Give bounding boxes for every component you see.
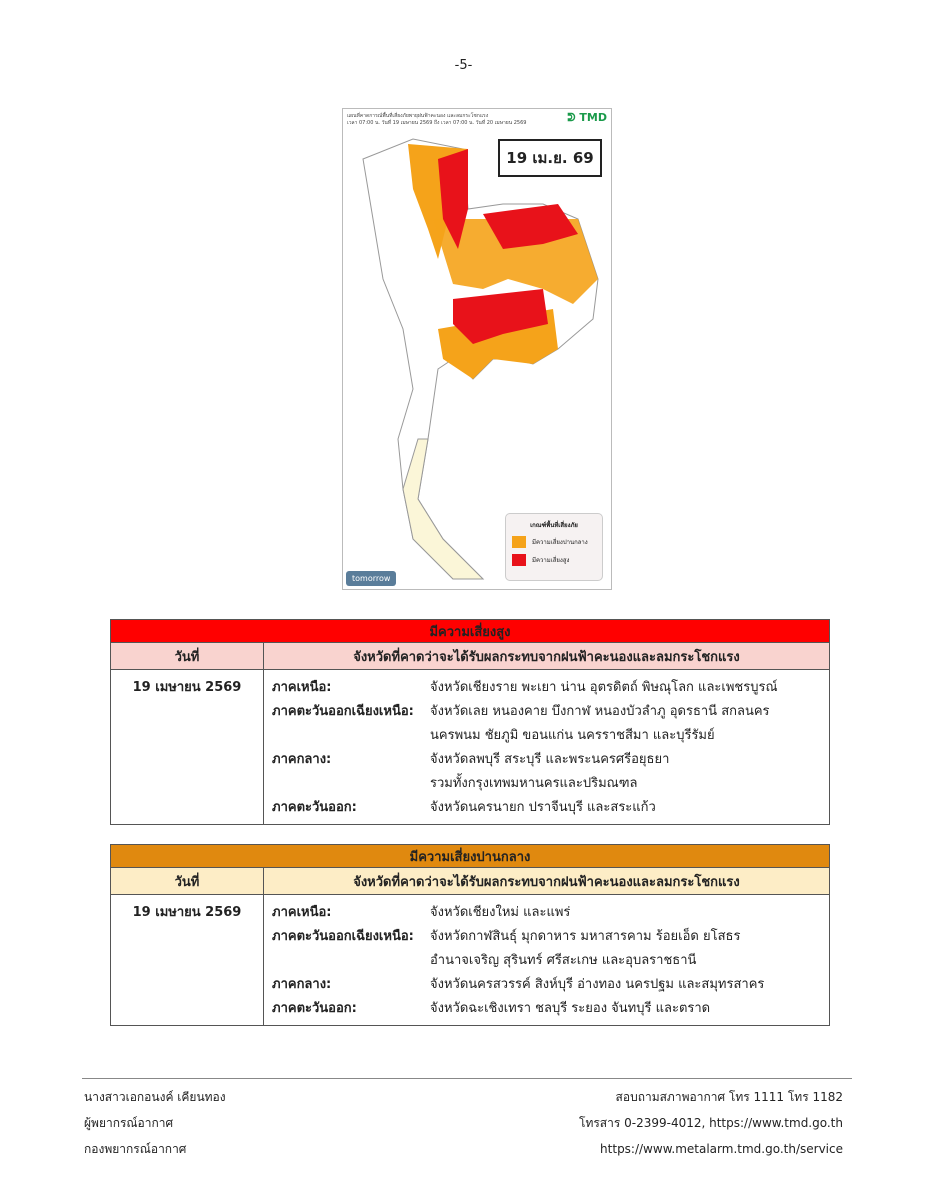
region-row: ภาคเหนือ: จังหวัดเชียงใหม่ และแพร่ bbox=[272, 905, 571, 920]
row-date: 19 เมษายน 2569 bbox=[110, 669, 264, 825]
region-row: รวมทั้งกรุงเทพมหานครและปริมณฑล bbox=[430, 776, 638, 791]
map-medium-risk-area bbox=[433, 219, 598, 304]
legend-item-medium: มีความเสี่ยงปานกลาง bbox=[512, 536, 602, 548]
region-row: ภาคตะวันออกเฉียงเหนือ: จังหวัดเลย หนองคาย… bbox=[272, 704, 770, 719]
province-list: ภาคเหนือ: จังหวัดเชียงราย พะเยา น่าน อุตร… bbox=[263, 669, 830, 825]
province-list: ภาคเหนือ: จังหวัดเชียงใหม่ และแพร่ ภาคตะว… bbox=[263, 894, 830, 1026]
map-high-risk-area bbox=[483, 204, 578, 249]
region-row: ภาคตะวันออกเฉียงเหนือ: จังหวัดกาฬสินธุ์ ม… bbox=[272, 929, 741, 944]
col-date: วันที่ bbox=[110, 642, 264, 670]
forecaster-title: ผู้พยากรณ์อากาศ bbox=[84, 1116, 174, 1130]
thailand-map-graphic bbox=[362, 138, 599, 580]
high-risk-table: มีความเสี่ยงสูง วันที่ จังหวัดที่คาดว่าจะ… bbox=[110, 619, 830, 825]
map-caption-line2: เวลา 07:00 น. วันที่ 19 เมษายน 2569 ถึง … bbox=[347, 120, 527, 126]
region-row: ภาคกลาง: จังหวัดนครสวรรค์ สิงห์บุรี อ่างท… bbox=[272, 977, 765, 992]
map-high-risk-area bbox=[453, 289, 548, 344]
footer-left: นางสาวเอกอนงค์ เคียนทอง ผู้พยากรณ์อากาศ … bbox=[84, 1084, 226, 1162]
col-provinces: จังหวัดที่คาดว่าจะได้รับผลกระทบจากฝนฟ้าค… bbox=[263, 642, 830, 670]
tomorrow-badge: tomorrow bbox=[346, 571, 397, 586]
row-date: 19 เมษายน 2569 bbox=[110, 894, 264, 1026]
col-date: วันที่ bbox=[110, 867, 264, 895]
tmd-logo: ᕲ TMD bbox=[567, 111, 607, 124]
region-row: นครพนม ชัยภูมิ ขอนแก่น นครราชสีมา และบุร… bbox=[430, 728, 715, 743]
region-row: ภาคเหนือ: จังหวัดเชียงราย พะเยา น่าน อุตร… bbox=[272, 680, 778, 695]
forecaster-name: นางสาวเอกอนงค์ เคียนทอง bbox=[84, 1090, 226, 1104]
high-risk-title: มีความเสี่ยงสูง bbox=[110, 619, 830, 643]
map-caption: แผนที่คาดการณ์พื้นที่เสี่ยงภัยพายุฝนฟ้าค… bbox=[347, 113, 547, 127]
region-row: อำนาจเจริญ สุรินทร์ ศรีสะเกษ และอุบลราชธ… bbox=[430, 953, 697, 968]
risk-map: แผนที่คาดการณ์พื้นที่เสี่ยงภัยพายุฝนฟ้าค… bbox=[342, 108, 612, 590]
footer-right: สอบถามสภาพอากาศ โทร 1111 โทร 1182 โทรสาร… bbox=[579, 1084, 843, 1162]
legend-item-high: มีความเสี่ยงสูง bbox=[512, 554, 602, 566]
contact-fax-website[interactable]: โทรสาร 0-2399-4012, https://www.tmd.go.t… bbox=[579, 1116, 843, 1130]
map-south-region bbox=[402, 438, 485, 580]
footer-divider bbox=[82, 1078, 852, 1079]
col-provinces: จังหวัดที่คาดว่าจะได้รับผลกระทบจากฝนฟ้าค… bbox=[263, 867, 830, 895]
map-caption-line1: แผนที่คาดการณ์พื้นที่เสี่ยงภัยพายุฝนฟ้าค… bbox=[347, 113, 489, 119]
map-legend: เกณฑ์พื้นที่เสี่ยงภัย มีความเสี่ยงปานกลา… bbox=[505, 513, 603, 581]
contact-phone: สอบถามสภาพอากาศ โทร 1111 โทร 1182 bbox=[615, 1090, 843, 1104]
medium-risk-table: มีความเสี่ยงปานกลาง วันที่ จังหวัดที่คาดว… bbox=[110, 844, 830, 1026]
region-row: ภาคกลาง: จังหวัดลพบุรี สระบุรี และพระนครศ… bbox=[272, 752, 670, 767]
region-row: ภาคตะวันออก: จังหวัดนครนายก ปราจีนบุรี แล… bbox=[272, 800, 656, 815]
division-name: กองพยากรณ์อากาศ bbox=[84, 1142, 187, 1156]
page-number: -5- bbox=[454, 58, 473, 73]
region-row: ภาคตะวันออก: จังหวัดฉะเชิงเทรา ชลบุรี ระย… bbox=[272, 1001, 711, 1016]
map-high-risk-area bbox=[438, 149, 468, 249]
map-date-label: 19 เม.ย. 69 bbox=[498, 139, 602, 177]
legend-title: เกณฑ์พื้นที่เสี่ยงภัย bbox=[530, 522, 578, 529]
medium-risk-title: มีความเสี่ยงปานกลาง bbox=[110, 844, 830, 868]
service-link[interactable]: https://www.metalarm.tmd.go.th/service bbox=[600, 1142, 843, 1156]
